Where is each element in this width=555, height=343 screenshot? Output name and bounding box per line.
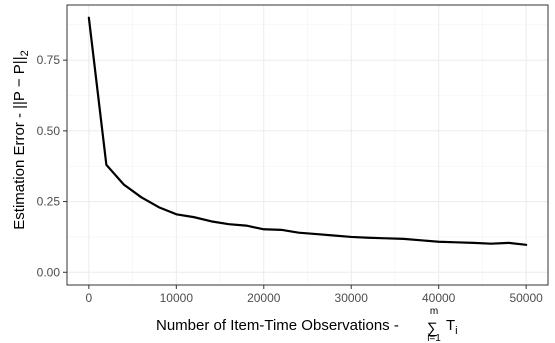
x-tick-label: 10000 [160,291,194,305]
sum-upper-limit: m [430,306,438,317]
sum-term: Ti [446,317,458,337]
y-tick-label: 0.25 [37,195,61,209]
series-layer [87,16,528,246]
y-tick-label: 0.00 [37,265,61,279]
axis-ticks: 0 10000 20000 30000 40000 50000 0.00 0.25 0.50 0.… [37,53,544,305]
x-tick-label: 40000 [422,291,456,305]
x-axis-title: Number of Item-Time Observations - ∑ m i… [156,306,458,343]
x-tick-label: 50000 [509,291,543,305]
x-tick-label: 20000 [247,291,281,305]
sum-symbol: ∑ [427,320,438,337]
y-tick-label: 0.50 [37,124,61,138]
y-tick-label: 0.75 [37,53,61,67]
x-axis-title-text: Number of Item-Time Observations - [156,317,399,334]
y-axis-title: Estimation Error - ||P − P||2 [11,50,31,229]
x-tick-label: 0 [86,291,93,305]
grid-lines [67,5,548,285]
panel-border [66,4,549,286]
sum-lower-limit: i=1 [427,333,441,343]
x-tick-label: 30000 [335,291,369,305]
series-line [87,16,528,246]
